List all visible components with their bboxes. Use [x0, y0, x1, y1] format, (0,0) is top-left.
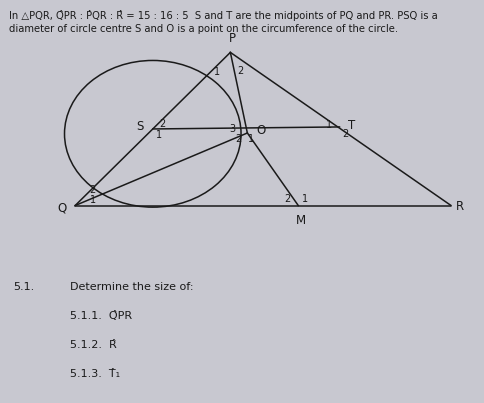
Text: 1: 1 — [325, 120, 331, 129]
Text: 1: 1 — [213, 67, 219, 77]
Text: 3: 3 — [229, 124, 235, 134]
Text: In △PQR, Q̂PR : P̂QR : R̂ = 15 : 16 : 5  S and T are the midpoints of PQ and PR.: In △PQR, Q̂PR : P̂QR : R̂ = 15 : 16 : 5 … — [9, 10, 437, 21]
Text: 1: 1 — [248, 135, 254, 144]
Text: O: O — [256, 125, 265, 137]
Text: 5.1.3.  T̂₁: 5.1.3. T̂₁ — [70, 369, 120, 379]
Text: 2: 2 — [235, 135, 241, 144]
Text: T: T — [348, 119, 355, 132]
Text: R: R — [455, 200, 463, 213]
Text: 2: 2 — [90, 185, 95, 195]
Text: Determine the size of:: Determine the size of: — [70, 282, 194, 292]
Text: 2: 2 — [342, 129, 348, 139]
Text: Q: Q — [57, 201, 66, 214]
Text: S: S — [136, 120, 144, 133]
Text: 5.1.1.  Q̂PR: 5.1.1. Q̂PR — [70, 311, 132, 321]
Text: 2: 2 — [284, 194, 290, 204]
Text: P: P — [229, 32, 236, 45]
Text: 2: 2 — [237, 66, 242, 75]
Text: 5.1.2.  R̂: 5.1.2. R̂ — [70, 340, 117, 350]
Text: 1: 1 — [302, 194, 307, 204]
Text: 1: 1 — [155, 131, 161, 140]
Text: M: M — [295, 214, 305, 227]
Text: 2: 2 — [159, 119, 165, 129]
Text: 1: 1 — [90, 195, 95, 205]
Text: diameter of circle centre S and O is a point on the circumference of the circle.: diameter of circle centre S and O is a p… — [9, 24, 397, 34]
Text: 5.1.: 5.1. — [14, 282, 35, 292]
